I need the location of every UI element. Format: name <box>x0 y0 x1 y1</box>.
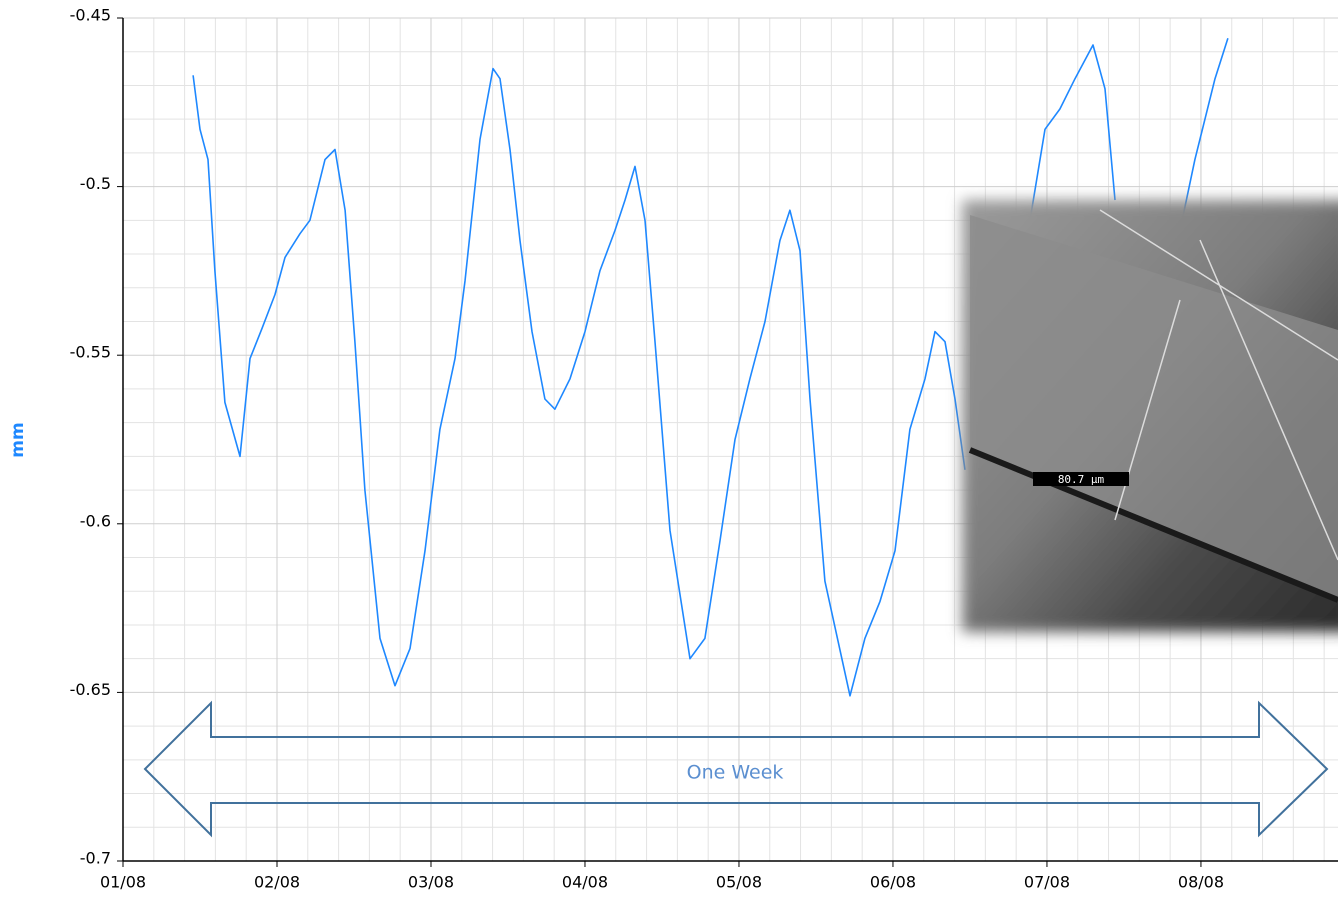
page: {"chart_data": { "type": "line", "y_labe… <box>0 0 1338 903</box>
y-tick-label: -0.45 <box>70 6 111 25</box>
x-tick-label: 03/08 <box>408 873 454 892</box>
week-arrow: One Week <box>145 703 1327 835</box>
y-tick-label: -0.6 <box>80 511 111 530</box>
y-tick-label: -0.65 <box>70 680 111 699</box>
x-tick-label: 06/08 <box>870 873 916 892</box>
inset-label: 80.7 µm <box>1058 473 1105 486</box>
y-tick-label: -0.55 <box>70 343 111 362</box>
y-tick-label: -0.5 <box>80 174 111 193</box>
inset-photo: 80.7 µm <box>962 200 1338 632</box>
y-tick-label: -0.7 <box>80 849 111 868</box>
chart: -0.7 -0.65 -0.6 -0.55 -0.5 -0.45 01/08 02/08 03/… <box>0 0 1338 903</box>
x-tick-label: 08/08 <box>1178 873 1224 892</box>
x-tick-label: 01/08 <box>100 873 146 892</box>
x-tick-label: 02/08 <box>254 873 300 892</box>
x-tick-label: 07/08 <box>1024 873 1070 892</box>
annotation: One Week <box>687 762 784 784</box>
x-tick-label: 04/08 <box>562 873 608 892</box>
y-axis-label: mm <box>8 422 28 457</box>
x-tick-label: 05/08 <box>716 873 762 892</box>
